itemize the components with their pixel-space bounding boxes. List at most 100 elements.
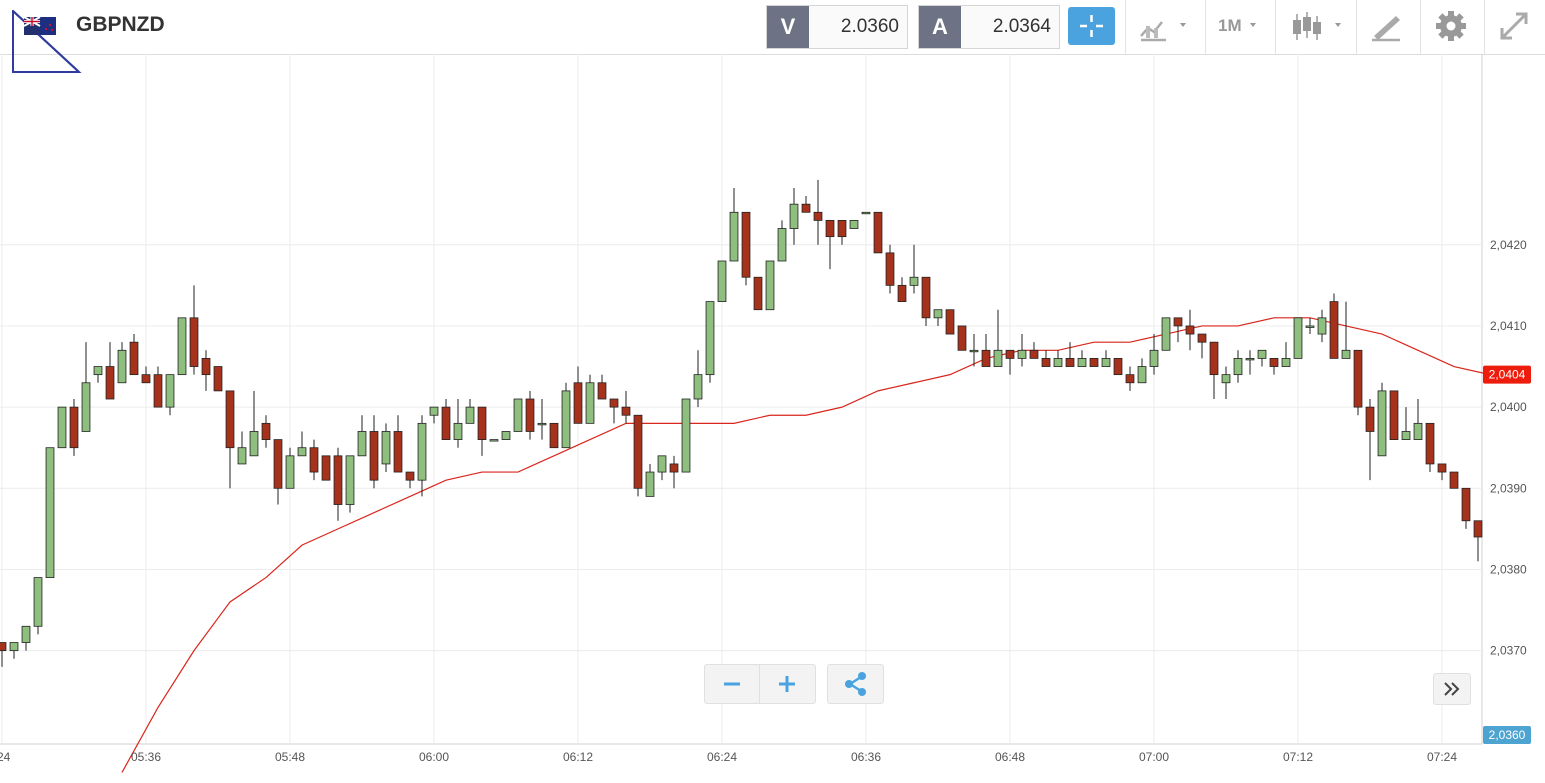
candle-body	[693, 374, 703, 400]
candle-body	[657, 455, 667, 473]
bid-price-box[interactable]: V 2.0360	[766, 5, 908, 49]
x-axis: :24 05:36 05:48 06:00 06:12 06:24 06:36 06:48 07…	[0, 750, 1457, 764]
candle-body	[345, 455, 355, 505]
ask-price-box[interactable]: A 2.0364	[918, 5, 1060, 49]
candle-body	[225, 390, 235, 449]
candle-up	[81, 342, 91, 432]
candle-body	[825, 220, 835, 238]
candle-body	[105, 366, 115, 400]
candle-down	[1269, 358, 1279, 375]
candle-style-button[interactable]	[1288, 6, 1348, 46]
candle-down	[69, 399, 79, 456]
candle-body	[465, 406, 475, 424]
candle-body	[165, 374, 175, 408]
candle-down	[1461, 487, 1471, 529]
candle-body	[561, 390, 571, 449]
candle-up	[237, 431, 247, 465]
candle-up	[681, 398, 691, 473]
candle-up	[93, 366, 103, 383]
candle-up	[417, 415, 427, 497]
candle-body	[189, 317, 199, 367]
candle-up	[429, 406, 439, 424]
candle-down	[369, 415, 379, 489]
share-icon	[845, 672, 866, 696]
bid-price-tag	[1483, 726, 1531, 744]
candle-body	[57, 406, 67, 449]
candle-body	[681, 398, 691, 473]
candle-body	[429, 406, 439, 416]
candle-down	[105, 342, 115, 400]
candle-body	[705, 301, 715, 376]
candle-down	[801, 196, 811, 213]
candle-body	[885, 252, 895, 286]
candle-body	[297, 447, 307, 457]
share-button[interactable]	[827, 664, 884, 704]
candle-body	[1293, 317, 1303, 359]
candle-down	[825, 220, 835, 270]
candle-body	[417, 422, 427, 481]
price-chart[interactable]: 2,0370 2,0380 2,0390 2,0400 2,0410 2,0420 :24…	[0, 54, 1545, 783]
candle-up	[1221, 366, 1231, 399]
y-tick-label: 2,0380	[1490, 562, 1527, 576]
fullscreen-button[interactable]	[1494, 6, 1534, 46]
candle-down	[333, 447, 343, 521]
candle-body	[609, 398, 619, 408]
candle-up	[537, 399, 547, 440]
x-tick-label: 07:00	[1139, 750, 1169, 764]
candle-up	[1377, 382, 1387, 457]
candle-body	[1101, 358, 1111, 367]
symbol-title: GBPNZD	[76, 13, 165, 36]
candles	[0, 179, 1483, 667]
bid-value: 2.0360	[840, 16, 899, 37]
x-tick-label: 06:12	[563, 750, 593, 764]
candle-up	[285, 447, 295, 489]
candle-down	[261, 415, 271, 448]
candle-up	[933, 309, 943, 326]
candle-down	[153, 366, 163, 408]
candle-up	[381, 423, 391, 473]
candle-body	[597, 382, 607, 400]
candle-body	[1245, 358, 1255, 361]
x-tick-label: 06:48	[995, 750, 1025, 764]
candle-body	[153, 374, 163, 408]
zoom-in-button[interactable]	[760, 665, 815, 703]
candle-body	[789, 203, 799, 229]
candle-body	[201, 358, 211, 376]
candle-body	[321, 455, 331, 481]
drawing-tools-button[interactable]	[1366, 6, 1410, 46]
candle-down	[741, 211, 751, 286]
candle-body	[453, 422, 463, 440]
candle-up	[1317, 309, 1327, 343]
candle-body	[81, 382, 91, 432]
candle-down	[1197, 333, 1207, 359]
candle-down	[549, 422, 559, 449]
candle-down	[1329, 293, 1339, 359]
candle-body	[957, 325, 967, 351]
candle-body	[921, 276, 931, 319]
chart-type-button[interactable]	[1136, 6, 1196, 46]
candle-body	[237, 447, 247, 465]
zoom-out-button[interactable]	[705, 665, 760, 703]
candle-body	[477, 406, 487, 440]
chevron-down-icon	[1250, 23, 1256, 27]
scroll-to-latest-button[interactable]	[1433, 673, 1471, 705]
current-price-tag	[1483, 365, 1531, 384]
timeframe-button[interactable]	[1206, 6, 1266, 46]
candle-down	[201, 350, 211, 391]
crosshair-button[interactable]	[1068, 7, 1115, 45]
candle-body	[1209, 341, 1219, 376]
candle-body	[285, 455, 295, 489]
y-tick-label: 2,0400	[1490, 400, 1527, 414]
candle-body	[549, 422, 559, 449]
candle-up	[357, 415, 367, 457]
x-tick-label: 06:00	[419, 750, 449, 764]
candle-body	[1329, 301, 1339, 359]
candle-down	[1425, 422, 1435, 473]
candle-body	[333, 455, 343, 505]
candle-body	[393, 431, 403, 473]
candle-body	[525, 398, 535, 432]
candle-body	[729, 211, 739, 262]
candle-down	[573, 366, 583, 424]
settings-button[interactable]	[1432, 6, 1472, 46]
candle-body	[1365, 406, 1375, 432]
